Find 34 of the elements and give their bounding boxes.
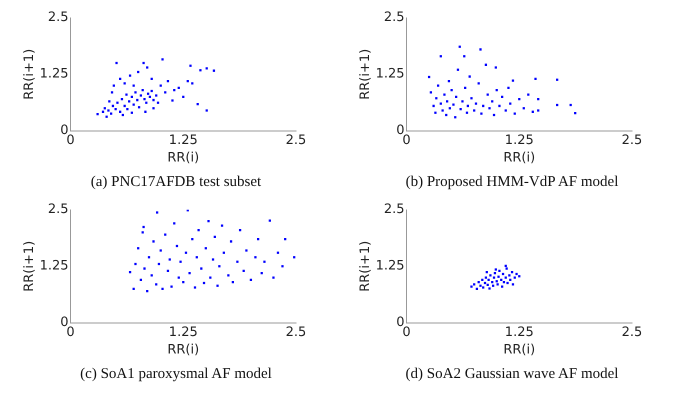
x-tick-label: 2.5 bbox=[622, 324, 642, 340]
x-tick-label: 2.5 bbox=[286, 132, 306, 148]
x-axis-title: RR(i) bbox=[503, 342, 536, 358]
text: (d) SoA2 Gaussian wave AF model bbox=[404, 366, 620, 384]
x-tick-label: 2.5 bbox=[622, 132, 642, 148]
y-tick-label: 1.25 bbox=[40, 66, 69, 82]
y-tick-label: 1.25 bbox=[40, 258, 69, 274]
y-axis-title: RR(i+1) bbox=[358, 240, 374, 292]
point bbox=[430, 91, 432, 94]
x-tick-label: 1.25 bbox=[504, 132, 534, 148]
x-axis-title: RR(i) bbox=[167, 150, 200, 166]
text: (a) PNC17AFDB test subset bbox=[90, 174, 262, 192]
point bbox=[512, 283, 514, 286]
y-tick-label: 2.5 bbox=[48, 202, 69, 218]
point bbox=[480, 112, 483, 115]
y-tick-label: 1.25 bbox=[376, 258, 405, 274]
x-tick-label: 1.25 bbox=[504, 324, 534, 340]
y-tick-label: 2.5 bbox=[48, 10, 69, 26]
point bbox=[446, 100, 448, 103]
x-tick-label: 1.25 bbox=[168, 132, 198, 148]
x-tick-label: 1.25 bbox=[168, 324, 198, 340]
x-axis-title: RR(i) bbox=[167, 342, 200, 358]
y-axis-title: RR(i+1) bbox=[22, 240, 38, 292]
x-axis-title: RR(i) bbox=[503, 150, 536, 166]
x-tick-label: 2.5 bbox=[286, 324, 306, 340]
y-tick-label: 2.5 bbox=[384, 10, 405, 26]
point bbox=[512, 79, 514, 82]
text: (b) Proposed HMM-VdP AF model bbox=[404, 174, 620, 192]
y-tick-label: 2.5 bbox=[384, 202, 405, 218]
text: (c) SoA1 paroxysmal AF model bbox=[79, 366, 273, 384]
y-axis-title: RR(i+1) bbox=[22, 48, 38, 100]
point bbox=[502, 280, 506, 284]
y-tick-label: 1.25 bbox=[376, 66, 405, 82]
y-axis-title: RR(i+1) bbox=[358, 48, 374, 100]
